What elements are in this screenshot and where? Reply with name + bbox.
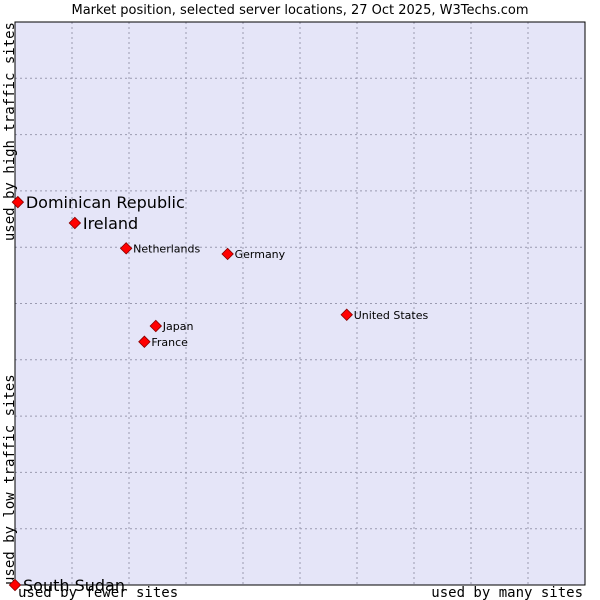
point-marker — [11, 195, 25, 209]
point-label: Germany — [235, 248, 286, 261]
point-label: United States — [354, 309, 429, 322]
point-label: Ireland — [83, 214, 138, 233]
data-point: France — [138, 335, 188, 349]
x-axis-label-high: used by many sites — [431, 585, 583, 600]
data-point: United States — [340, 308, 429, 322]
data-point: South Sudan — [8, 576, 125, 595]
point-label: Japan — [162, 320, 194, 333]
point-marker — [68, 216, 82, 230]
chart-title: Market position, selected server locatio… — [71, 3, 528, 18]
point-label: France — [151, 336, 188, 349]
plot-frame — [14, 21, 586, 586]
x-axis-label-low: used by fewer sites — [18, 585, 178, 600]
point-marker — [221, 247, 234, 261]
point-marker — [138, 335, 151, 349]
y-axis-label-low: used by low traffic sites — [2, 374, 18, 585]
point-label: Netherlands — [133, 242, 200, 255]
point-marker — [8, 578, 22, 592]
y-axis-label-high: used by high traffic sites — [2, 22, 18, 241]
data-point: Germany — [221, 247, 286, 261]
grid-lines — [15, 22, 585, 585]
data-point: Netherlands — [119, 242, 200, 255]
point-label: Dominican Republic — [26, 193, 185, 212]
data-point: Ireland — [68, 214, 138, 233]
point-marker — [119, 242, 133, 255]
data-point: Dominican Republic — [11, 193, 185, 212]
point-marker — [340, 308, 353, 321]
point-label: South Sudan — [23, 576, 125, 595]
data-points: Dominican Republic Ireland Netherlands Germ… — [8, 193, 429, 595]
point-marker — [149, 319, 163, 333]
data-point: Japan — [149, 319, 194, 333]
